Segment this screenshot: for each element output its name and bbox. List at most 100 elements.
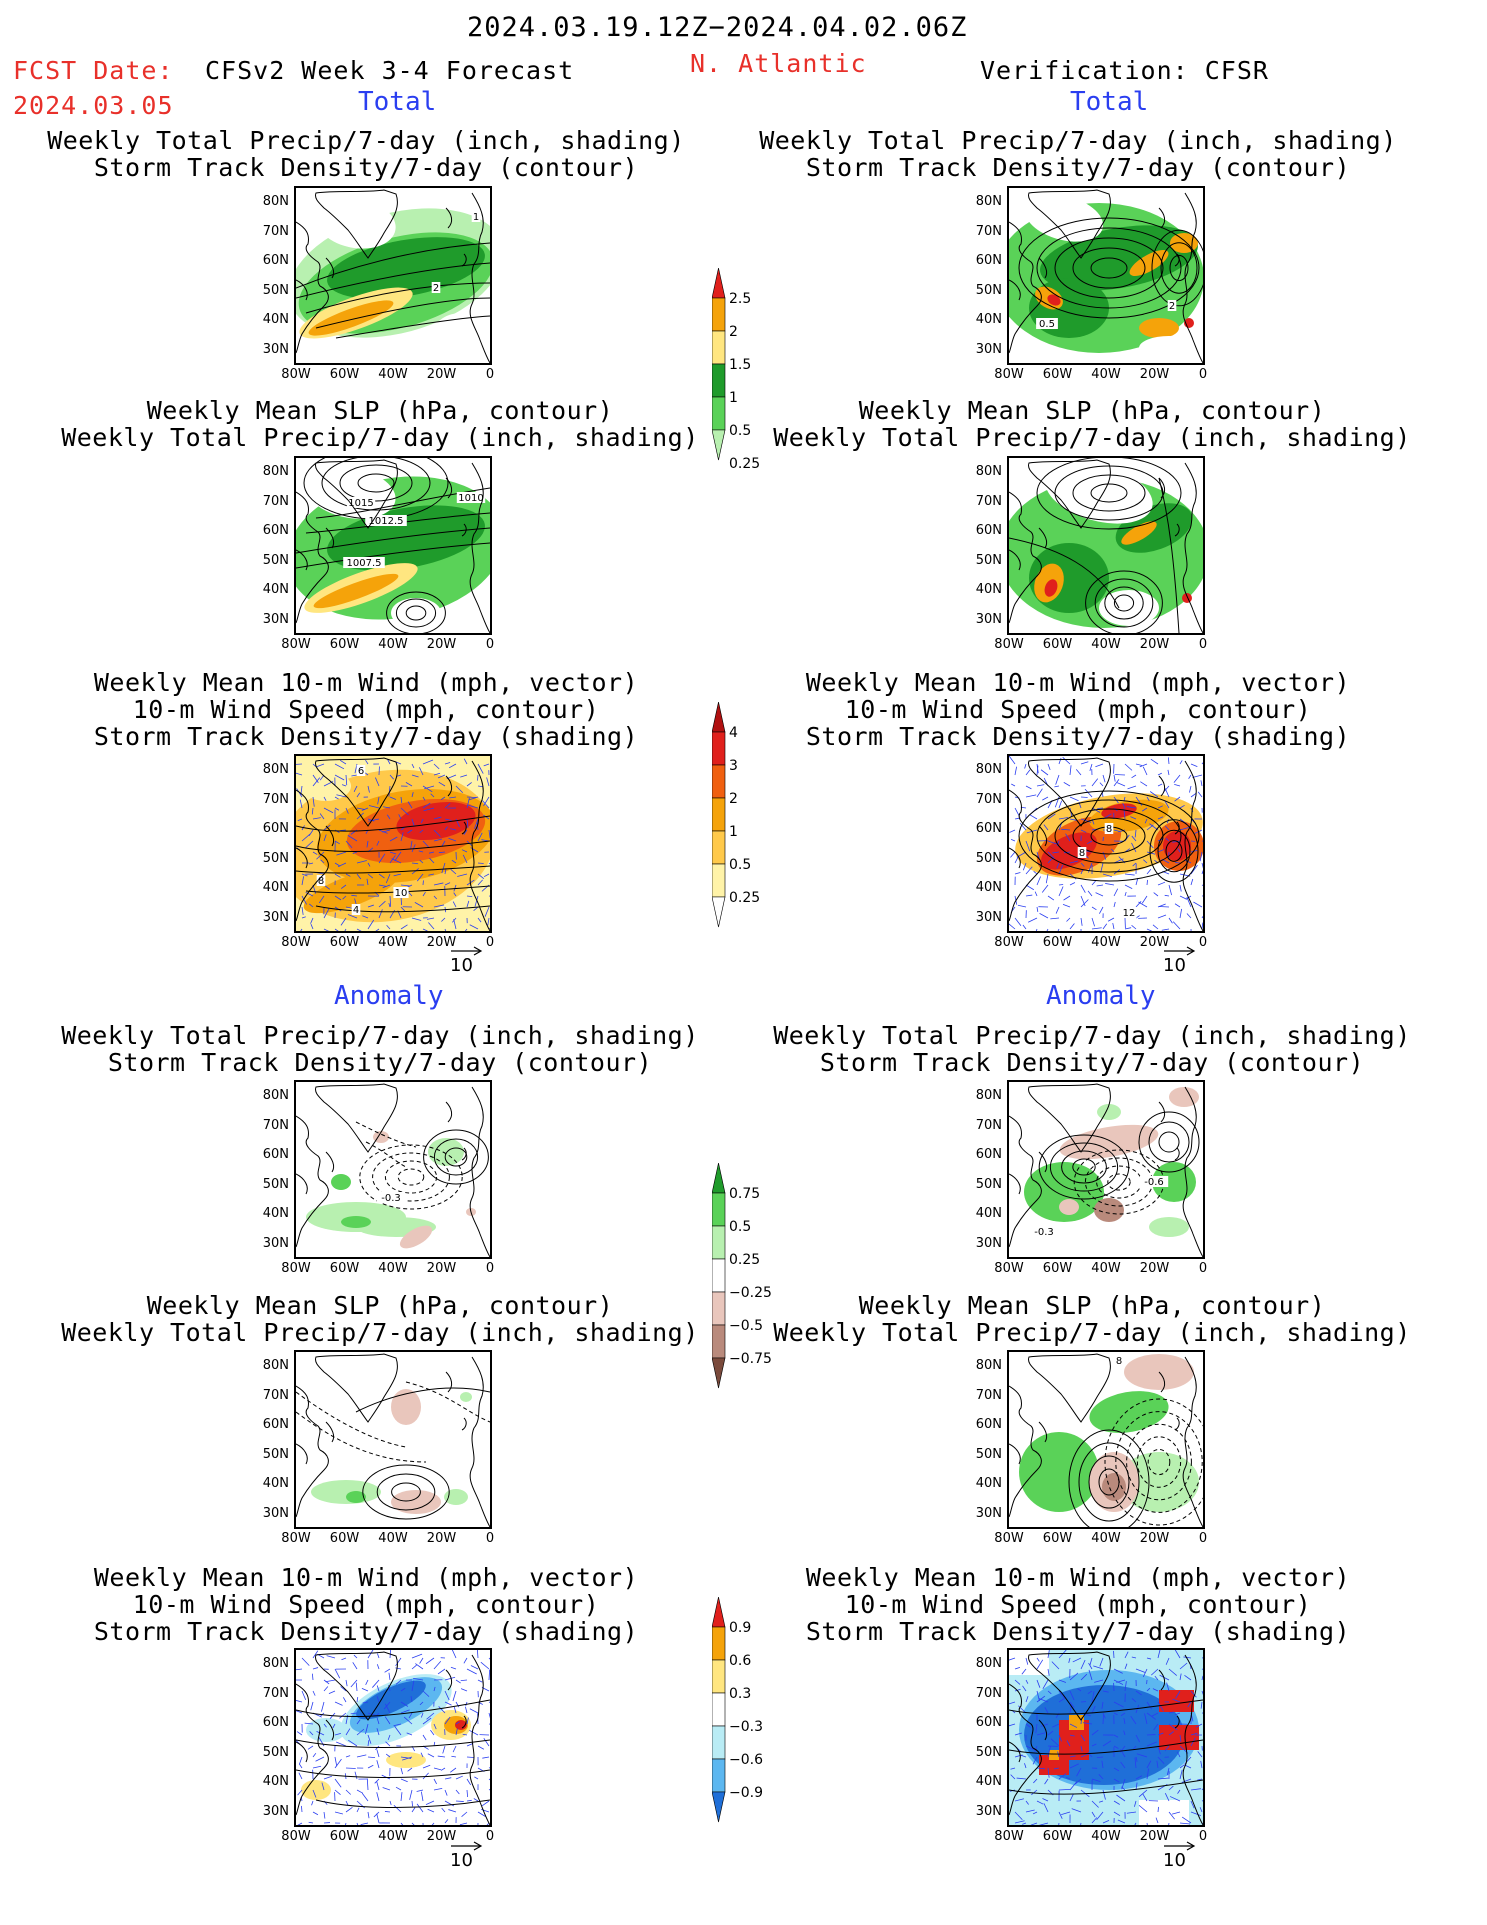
colorbar-total-track: 4 3 2 1 0.5 0.25 <box>711 701 822 984</box>
contour-label: 6 <box>358 766 364 777</box>
title-total-wind-left: Weekly Mean 10-m Wind (mph, vector) 10-m… <box>0 669 732 750</box>
lon-tick-label: 60W <box>329 367 360 382</box>
title-line: Weekly Mean 10-m Wind (mph, vector) <box>93 668 639 697</box>
lat-tick-label: 40N <box>975 1774 1002 1789</box>
map-anom-precip-verification: -0.6 -0.3 <box>1007 1080 1205 1259</box>
contour-lines <box>1068 1429 1150 1527</box>
title-total-slp-right: Weekly Mean SLP (hPa, contour) Weekly To… <box>726 397 1458 451</box>
colorbar-segment <box>711 297 726 332</box>
lon-tick-label: 80W <box>994 935 1024 950</box>
title-line: Storm Track Density/7-day (shading) <box>805 1617 1351 1646</box>
lon-tick-label: 20W <box>1139 1829 1170 1844</box>
colorbar-label: 2 <box>729 791 738 807</box>
lon-tick-label: 60W <box>329 935 360 950</box>
map-canvas: -0.6 -0.3 <box>1009 1083 1203 1257</box>
title-line: 10-m Wind Speed (mph, contour) <box>844 695 1312 724</box>
contour-label: -0.3 <box>1034 1227 1054 1238</box>
lat-tick-label: 40N <box>975 582 1002 597</box>
coastline <box>296 1651 490 1825</box>
colorbar-canvas: 2.5 2 1.5 1 0.5 0.25 <box>711 267 760 472</box>
lat-tick-label: 40N <box>262 312 289 327</box>
coastline <box>296 459 490 633</box>
contour-lines <box>1138 1111 1200 1173</box>
title-line: Storm Track Density/7-day (contour) <box>93 153 639 182</box>
lat-tick-label: 40N <box>262 1476 289 1491</box>
lat-tick-label: 30N <box>975 341 1002 357</box>
lat-tick-label: 80N <box>975 464 1002 479</box>
contour-lines <box>359 1144 463 1210</box>
lon-tick-label: 0 <box>485 1829 495 1844</box>
contour-label: 8 <box>318 876 324 887</box>
map-canvas <box>296 1650 490 1825</box>
title-anom-slp-left: Weekly Mean SLP (hPa, contour) Weekly To… <box>14 1292 746 1346</box>
lat-tick-label: 40N <box>975 880 1002 895</box>
lon-tick-label: 0 <box>1198 367 1208 382</box>
colorbar-label: 2.5 <box>729 291 751 307</box>
title-line: Weekly Total Precip/7-day (inch, shading… <box>61 1021 699 1050</box>
lat-tick-label: 60N <box>262 821 289 836</box>
lon-tick-label: 0 <box>485 637 495 652</box>
contour-lines <box>1151 229 1203 307</box>
contour-lines <box>1149 819 1199 883</box>
colorbar-anom-track: 0.9 0.6 0.3 −0.3 −0.6 −0.9 <box>711 1596 822 1879</box>
lon-tick-label: 80W <box>994 1261 1024 1276</box>
lat-tick-label: 60N <box>975 1417 1002 1432</box>
title-line: Weekly Total Precip/7-day (inch, shading… <box>759 126 1397 155</box>
colorbar-label: 0.5 <box>729 857 751 873</box>
contour-label: 2 <box>1169 301 1175 312</box>
map-canvas <box>1009 1650 1203 1825</box>
lat-tick-label: 60N <box>975 253 1002 268</box>
lon-tick-label: 60W <box>329 1829 360 1844</box>
colorbar-label: 0.9 <box>729 1620 751 1636</box>
contour-label: 1 <box>473 212 479 223</box>
lat-tick-label: 40N <box>262 582 289 597</box>
fcst-date-label: FCST Date: <box>13 56 174 85</box>
lat-tick-label: 60N <box>262 1715 289 1730</box>
contour-label: 1007.5 <box>347 558 382 569</box>
colorbar-segment <box>711 1357 726 1389</box>
lat-tick-label: 30N <box>262 1803 289 1819</box>
coastline <box>1009 1651 1203 1825</box>
lon-tick-label: 80W <box>281 1829 311 1844</box>
lon-tick-label: 40W <box>1091 1261 1121 1276</box>
lat-tick-label: 80N <box>975 1358 1002 1373</box>
contour-label: 8 <box>1106 824 1112 835</box>
coastline <box>1009 1083 1203 1257</box>
title-line: Weekly Mean SLP (hPa, contour) <box>858 1291 1326 1320</box>
map-total-slp-forecast: 1015 1012.5 1010 1007.5 <box>294 456 492 635</box>
coastline <box>1009 1353 1203 1527</box>
lat-tick-label: 70N <box>975 223 1002 239</box>
colorbar-segment <box>711 330 726 365</box>
lon-tick-label: 40W <box>378 935 408 950</box>
vector-reference-label: 10 <box>1163 1850 1186 1871</box>
colorbar-total-precip: 2.5 2 1.5 1 0.5 0.25 <box>711 267 822 550</box>
lat-tick-label: 40N <box>975 1476 1002 1491</box>
title-total-slp-left: Weekly Mean SLP (hPa, contour) Weekly To… <box>14 397 746 451</box>
lat-tick-label: 50N <box>975 282 1002 298</box>
lat-tick-label: 80N <box>975 194 1002 209</box>
verification-title: Verification: CFSR <box>980 56 1269 85</box>
lon-tick-label: 0 <box>1198 1829 1208 1844</box>
colorbar-segment <box>711 396 726 431</box>
map-canvas: 1015 1012.5 1010 1007.5 <box>296 458 490 633</box>
colorbar-label: 2 <box>729 324 738 340</box>
lon-tick-label: 80W <box>281 1261 311 1276</box>
lat-tick-label: 60N <box>975 523 1002 538</box>
lon-tick-label: 60W <box>1042 1829 1073 1844</box>
lon-tick-label: 40W <box>378 1261 408 1276</box>
colorbar-label: 0.5 <box>729 1219 751 1235</box>
lat-tick-label: 50N <box>975 1176 1002 1192</box>
map-canvas: -0.3 <box>296 1083 490 1257</box>
colorbar-label: 0.25 <box>729 456 760 472</box>
contour-lines <box>423 1129 489 1185</box>
lat-tick-label: 60N <box>975 1715 1002 1730</box>
lat-tick-label: 30N <box>262 1235 289 1251</box>
title-line: Weekly Total Precip/7-day (inch, shading… <box>61 423 699 452</box>
colorbar-label: 0.25 <box>729 1252 760 1268</box>
lon-tick-label: 80W <box>994 1829 1024 1844</box>
lat-tick-label: 30N <box>262 611 289 627</box>
colorbar-label: 0.25 <box>729 890 760 906</box>
colorbar-segment <box>711 863 726 898</box>
colorbar-segment <box>711 1626 726 1661</box>
lat-tick-label: 70N <box>975 1387 1002 1403</box>
